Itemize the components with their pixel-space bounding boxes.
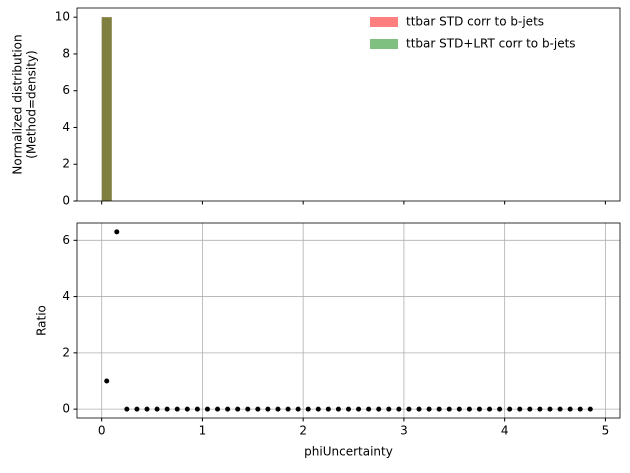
y-tick-label: 2 (62, 157, 70, 171)
x-tick-label: 0 (98, 424, 106, 438)
ratio-point (104, 378, 110, 384)
ratio-point (346, 406, 351, 412)
legend-label: ttbar STD corr to b-jets (406, 15, 544, 29)
ratio-point (124, 406, 130, 412)
ratio-point (557, 406, 563, 412)
ratio-point (426, 406, 432, 412)
ratio-point (456, 406, 462, 412)
ratio-point (416, 406, 422, 412)
ratio-point (194, 406, 200, 412)
ratio-point (446, 406, 452, 412)
ratio-point (184, 406, 190, 412)
legend-swatch (370, 17, 398, 27)
y-axis-label: (Method=density) (25, 50, 39, 158)
ratio-point (275, 406, 281, 412)
ratio-point (174, 406, 180, 412)
ratio-point (386, 406, 392, 412)
ratio-point (507, 406, 513, 412)
ratio-point (295, 406, 301, 412)
ratio-point (497, 406, 503, 412)
y-tick-label: 10 (55, 10, 70, 24)
y-tick-label: 0 (62, 194, 70, 208)
ratio-point (164, 406, 170, 412)
axes-frame (76, 7, 621, 202)
y-tick-label: 4 (62, 120, 70, 134)
ratio-point (466, 406, 472, 412)
x-tick-label: 1 (199, 424, 207, 438)
ratio-point (305, 406, 311, 412)
ratio-point (285, 406, 291, 412)
legend-swatch (370, 39, 398, 49)
ratio-point (315, 406, 321, 412)
x-tick-label: 5 (602, 424, 610, 438)
y-tick-label: 4 (62, 289, 70, 303)
hist-bar (101, 17, 112, 201)
x-tick-label: 4 (501, 424, 509, 438)
y-tick-label: 0 (62, 402, 70, 416)
ratio-point (245, 406, 251, 412)
ratio-point (265, 406, 271, 412)
ratio-point (547, 406, 553, 412)
y-axis-label: Normalized distribution (11, 34, 25, 174)
y-tick-label: 6 (62, 233, 70, 247)
y-tick-label: 6 (62, 83, 70, 97)
ratio-point (225, 406, 231, 412)
ratio-point (335, 406, 341, 412)
y-tick-label: 8 (62, 46, 70, 60)
ratio-point (356, 406, 362, 412)
ratio-point (114, 229, 120, 235)
ratio-point (587, 406, 593, 412)
x-tick-label: 2 (299, 424, 307, 438)
y-tick-label: 2 (62, 345, 70, 359)
ratio-point (567, 406, 573, 412)
ratio-point (577, 406, 583, 412)
ratio-point (527, 406, 533, 412)
ratio-point (255, 406, 261, 412)
axes-frame (76, 222, 621, 419)
ratio-point (436, 406, 442, 412)
ratio-point (487, 406, 493, 412)
ratio-point (476, 406, 482, 412)
y-axis-label: Ratio (35, 305, 49, 336)
ratio-point (376, 406, 382, 412)
ratio-point (366, 406, 372, 412)
ratio-point (396, 406, 402, 412)
ratio-point (406, 406, 412, 412)
x-tick-label: 3 (400, 424, 408, 438)
legend-label: ttbar STD+LRT corr to b-jets (406, 37, 576, 51)
ratio-point (517, 406, 523, 412)
ratio-point (204, 406, 210, 412)
x-axis-label: phiUncertainty (304, 445, 393, 459)
ratio-point (154, 406, 160, 412)
ratio-point (134, 406, 140, 412)
ratio-point (215, 406, 221, 412)
ratio-point (537, 406, 543, 412)
ratio-point (144, 406, 150, 412)
ratio-point (235, 406, 241, 412)
ratio-point (325, 406, 331, 412)
